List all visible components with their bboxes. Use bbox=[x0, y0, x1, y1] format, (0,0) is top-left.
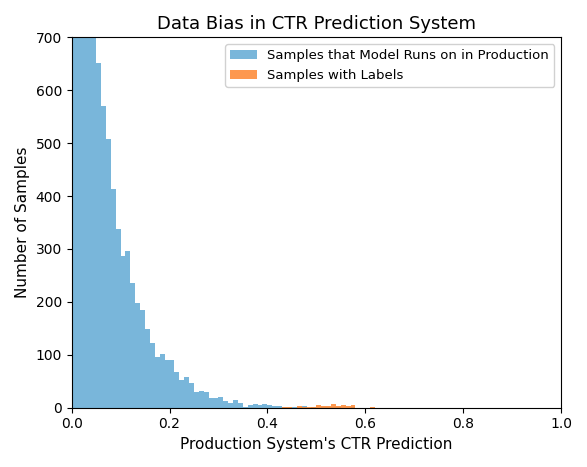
Bar bbox=[370, 407, 375, 408]
Bar bbox=[321, 407, 326, 408]
Bar bbox=[145, 329, 150, 408]
Bar bbox=[312, 407, 316, 408]
Bar bbox=[326, 406, 331, 408]
Bar bbox=[189, 383, 194, 408]
Bar bbox=[258, 404, 262, 408]
Bar bbox=[350, 407, 356, 408]
Bar bbox=[297, 406, 302, 408]
Bar bbox=[321, 406, 326, 408]
Bar bbox=[287, 407, 292, 408]
Bar bbox=[116, 229, 120, 408]
Bar bbox=[282, 407, 287, 408]
Bar bbox=[135, 304, 140, 408]
Bar bbox=[208, 398, 214, 408]
Bar bbox=[179, 380, 184, 408]
Bar bbox=[91, 4, 96, 408]
Bar bbox=[277, 406, 282, 408]
Bar bbox=[228, 403, 233, 408]
Bar bbox=[184, 377, 189, 408]
Bar bbox=[218, 397, 223, 408]
Bar bbox=[292, 407, 297, 408]
Bar bbox=[194, 392, 199, 408]
Bar bbox=[262, 404, 268, 408]
Bar bbox=[282, 407, 287, 408]
Bar bbox=[268, 405, 272, 408]
Bar bbox=[272, 406, 277, 408]
Bar bbox=[150, 343, 155, 408]
Bar bbox=[243, 407, 248, 408]
Legend: Samples that Model Runs on in Production, Samples with Labels: Samples that Model Runs on in Production… bbox=[225, 44, 554, 87]
Bar bbox=[233, 400, 238, 408]
Bar bbox=[82, 0, 86, 408]
Bar bbox=[253, 404, 258, 408]
Bar bbox=[164, 360, 170, 408]
Bar bbox=[297, 407, 302, 408]
Bar bbox=[346, 406, 350, 408]
Bar bbox=[223, 401, 228, 408]
Bar bbox=[238, 403, 243, 408]
Bar bbox=[204, 392, 208, 408]
Bar bbox=[174, 372, 179, 408]
Bar bbox=[302, 407, 306, 408]
Bar bbox=[140, 310, 145, 408]
Title: Data Bias in CTR Prediction System: Data Bias in CTR Prediction System bbox=[157, 15, 476, 33]
Y-axis label: Number of Samples: Number of Samples bbox=[15, 147, 30, 298]
Bar bbox=[341, 405, 346, 408]
Bar bbox=[130, 283, 135, 408]
X-axis label: Production System's CTR Prediction: Production System's CTR Prediction bbox=[180, 437, 453, 452]
Bar bbox=[160, 354, 164, 408]
Bar bbox=[170, 360, 174, 408]
Bar bbox=[96, 63, 101, 408]
Bar bbox=[331, 407, 336, 408]
Bar bbox=[101, 106, 106, 408]
Bar bbox=[72, 0, 76, 408]
Bar bbox=[287, 407, 292, 408]
Bar bbox=[111, 189, 116, 408]
Bar bbox=[120, 256, 126, 408]
Bar bbox=[126, 251, 130, 408]
Bar bbox=[316, 404, 321, 408]
Bar bbox=[336, 407, 341, 408]
Bar bbox=[312, 407, 316, 408]
Bar bbox=[326, 407, 331, 408]
Bar bbox=[248, 404, 253, 408]
Bar bbox=[336, 406, 341, 408]
Bar bbox=[155, 357, 160, 408]
Bar bbox=[214, 398, 218, 408]
Bar bbox=[106, 139, 111, 408]
Bar bbox=[350, 405, 356, 408]
Bar bbox=[302, 406, 306, 408]
Bar bbox=[199, 391, 204, 408]
Bar bbox=[331, 404, 336, 408]
Bar bbox=[76, 0, 82, 408]
Bar bbox=[306, 407, 312, 408]
Bar bbox=[86, 0, 91, 408]
